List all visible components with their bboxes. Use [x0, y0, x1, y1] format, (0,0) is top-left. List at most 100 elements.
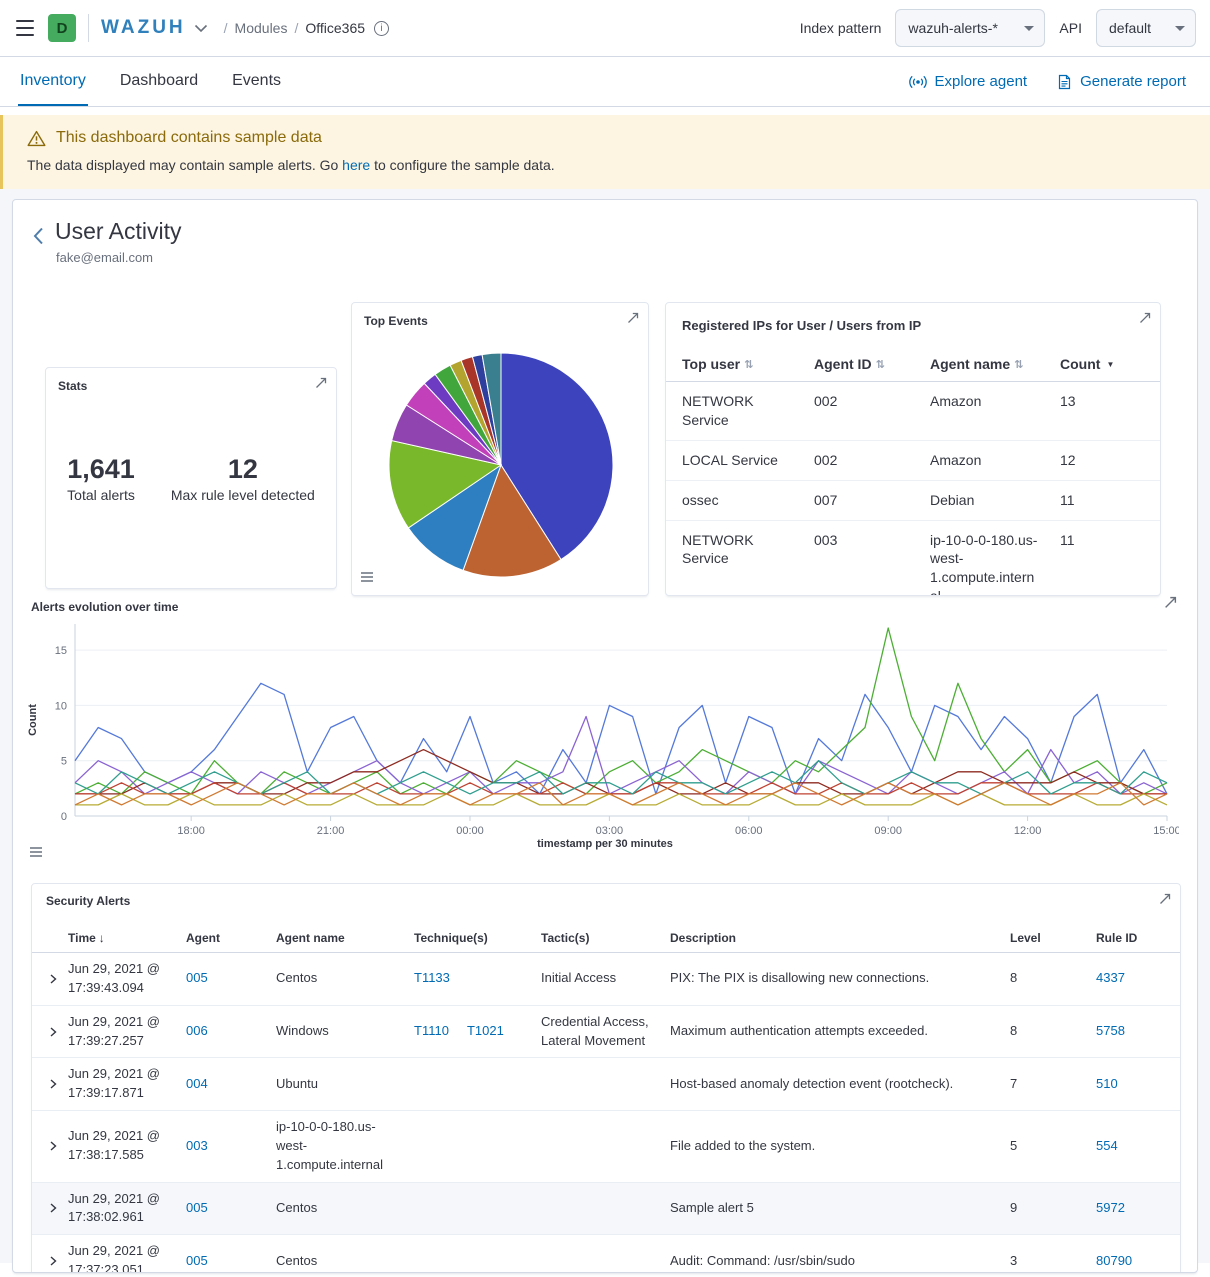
- expand-icon[interactable]: [1164, 596, 1177, 609]
- agent-link[interactable]: 005: [186, 1252, 208, 1268]
- agent-link[interactable]: 003: [186, 1137, 208, 1153]
- legend-toggle-icon[interactable]: [29, 846, 43, 858]
- cell-agent-id: 003: [814, 531, 838, 548]
- menu-button[interactable]: [14, 19, 36, 37]
- expand-row-button[interactable]: [38, 1140, 68, 1152]
- chevron-left-icon: [33, 227, 43, 245]
- index-pattern-value: wazuh-alerts-*: [908, 20, 998, 36]
- table-row: LOCAL Service 002 Amazon 12: [666, 441, 1160, 481]
- column-header-level[interactable]: Level: [1010, 931, 1041, 945]
- expand-icon[interactable]: [1159, 893, 1171, 905]
- technique-link[interactable]: T1110: [414, 1023, 449, 1039]
- generate-report-button[interactable]: Generate report: [1057, 73, 1186, 90]
- rule-link[interactable]: 510: [1096, 1075, 1118, 1091]
- pie-slice[interactable]: [500, 352, 614, 561]
- technique-link[interactable]: T1133: [414, 970, 450, 986]
- rule-link[interactable]: 5972: [1096, 1200, 1125, 1216]
- chevron-down-icon: [1024, 25, 1035, 31]
- rule-link[interactable]: 554: [1096, 1137, 1118, 1153]
- column-header-rule-id[interactable]: Rule ID: [1096, 931, 1138, 945]
- cell-agent-name: Centos: [276, 1200, 318, 1216]
- chart-series: [74, 682, 1168, 795]
- space-avatar[interactable]: D: [48, 14, 76, 42]
- alert-row: Jun 29, 2021 @17:38:17.585 003 ip-10-0-0-1…: [32, 1111, 1180, 1183]
- back-button[interactable]: [31, 226, 45, 249]
- expand-icon[interactable]: [315, 377, 327, 389]
- cell-time: Jun 29, 2021 @17:37:23.051: [68, 1243, 160, 1273]
- agent-link[interactable]: 004: [186, 1075, 208, 1091]
- agent-link[interactable]: 005: [186, 970, 208, 986]
- evolution-chart-svg[interactable]: 0 5 10 15 18:00 21:00 00:00 03:00 06:00 09:00 12:0…: [31, 620, 1179, 836]
- cell-level: 8: [1010, 1023, 1018, 1039]
- index-pattern-label: Index pattern: [799, 20, 882, 36]
- cell-time: Jun 29, 2021 @17:39:43.094: [68, 961, 160, 995]
- sort-icon: ⇅: [744, 358, 754, 371]
- column-header-tactics[interactable]: Tactic(s): [541, 931, 590, 945]
- expand-icon[interactable]: [627, 312, 639, 324]
- cell-top-user: NETWORK Service: [682, 393, 754, 428]
- top-events-pie[interactable]: [352, 327, 650, 597]
- pie-slice[interactable]: [388, 439, 503, 529]
- tab-bar: Inventory Dashboard Events Explore agent…: [0, 57, 1210, 107]
- pie-slice[interactable]: [481, 352, 502, 466]
- cell-description: Host-based anomaly detection event (root…: [670, 1075, 954, 1091]
- explore-agent-button[interactable]: Explore agent: [908, 73, 1027, 90]
- cell-agent-name: Ubuntu: [276, 1075, 318, 1091]
- rule-link[interactable]: 80790: [1096, 1252, 1133, 1268]
- svg-text:18:00: 18:00: [177, 825, 205, 836]
- wazuh-logo[interactable]: WAZUH: [101, 17, 208, 39]
- api-select[interactable]: default: [1096, 9, 1196, 47]
- rule-link[interactable]: 4337: [1096, 970, 1125, 986]
- svg-text:21:00: 21:00: [317, 825, 345, 836]
- expand-row-button[interactable]: [38, 1078, 68, 1090]
- cell-time: Jun 29, 2021 @17:38:02.961: [68, 1190, 160, 1225]
- header-controls: Index pattern wazuh-alerts-* API default: [800, 9, 1196, 47]
- expand-row-button[interactable]: [38, 1202, 68, 1214]
- agent-link[interactable]: 005: [186, 1200, 208, 1216]
- breadcrumb-separator: /: [223, 20, 228, 36]
- column-header-time[interactable]: Time ↓: [68, 931, 105, 945]
- column-header-count[interactable]: Count ▼: [1060, 356, 1115, 372]
- api-value: default: [1109, 20, 1152, 36]
- info-icon[interactable]: i: [374, 20, 390, 36]
- column-header-description[interactable]: Description: [670, 931, 737, 945]
- cell-rule-id: 554: [1096, 1130, 1172, 1163]
- column-header-techniques[interactable]: Technique(s): [414, 931, 488, 945]
- tabs: Inventory Dashboard Events: [18, 57, 283, 106]
- cell-agent: 005: [186, 962, 276, 995]
- alerts-evolution-title: Alerts evolution over time: [31, 600, 179, 614]
- configure-sample-data-link[interactable]: here: [342, 157, 371, 173]
- expand-row-button[interactable]: [38, 1026, 68, 1038]
- tab-events[interactable]: Events: [232, 71, 282, 89]
- cell-agent-id: 007: [814, 491, 838, 508]
- chart-series: [74, 782, 1168, 806]
- rule-link[interactable]: 5758: [1096, 1023, 1125, 1039]
- breadcrumb-modules[interactable]: Modules: [234, 20, 288, 36]
- tab-inventory[interactable]: Inventory: [18, 57, 88, 106]
- technique-link[interactable]: T1021: [466, 1023, 504, 1039]
- cell-tactics: [541, 1139, 670, 1153]
- expand-icon[interactable]: [1139, 312, 1151, 324]
- expand-row-button[interactable]: [38, 1255, 68, 1267]
- breadcrumb-current: Office365: [305, 20, 366, 36]
- api-label: API: [1059, 20, 1082, 36]
- column-header-agent-id[interactable]: Agent ID ⇅: [814, 356, 885, 372]
- cell-description: Audit: Command: /usr/sbin/sudo: [670, 1252, 855, 1268]
- column-header-top-user[interactable]: Top user ⇅: [682, 356, 754, 372]
- tab-dashboard[interactable]: Dashboard: [119, 71, 199, 89]
- expand-row-button[interactable]: [38, 973, 68, 985]
- agent-link[interactable]: 006: [186, 1023, 208, 1039]
- index-pattern-select[interactable]: wazuh-alerts-*: [895, 9, 1046, 47]
- security-alerts-panel: Security Alerts Time ↓ Agent Agent name T…: [31, 883, 1181, 1273]
- stats-panel: Stats 1,641 Total alerts 12 Max rule lev…: [45, 367, 337, 589]
- column-header-agent-name[interactable]: Agent name: [276, 931, 345, 945]
- legend-toggle-icon[interactable]: [360, 571, 374, 583]
- x-axis-label: timestamp per 30 minutes: [537, 838, 673, 850]
- banner-body: The data displayed may contain sample al…: [27, 157, 555, 173]
- column-header-agent-name[interactable]: Agent name ⇅: [930, 356, 1024, 372]
- page-title: User Activity: [55, 218, 182, 244]
- pie-slice[interactable]: [462, 463, 562, 578]
- column-header-agent[interactable]: Agent: [186, 931, 220, 945]
- user-activity-card: User Activity fake@email.com Stats 1,641…: [12, 199, 1198, 1273]
- security-alerts-table: Time ↓ Agent Agent name Technique(s) Tact…: [32, 924, 1180, 1273]
